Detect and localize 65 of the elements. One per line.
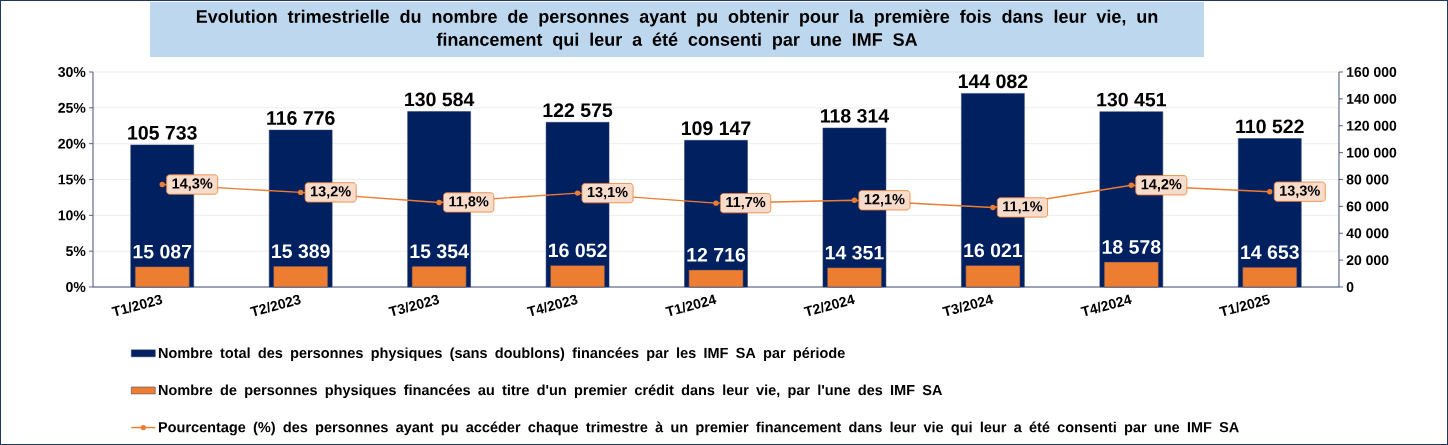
data-label: 12,1% — [864, 194, 905, 207]
data-label: 18 578 — [1102, 240, 1161, 254]
data-label: 13,2% — [310, 186, 351, 199]
y2-tick-label: 120 000 — [1347, 120, 1397, 131]
legend-label: Nombre de personnes physiques financées au titre d'un premier crédit dans leur vie, par l'une des IMF SA — [158, 384, 943, 399]
point — [1128, 182, 1135, 188]
data-label: 15 389 — [272, 244, 330, 259]
y2-tick-label: 60 000 — [1346, 201, 1389, 212]
y-tick-label: 30% — [58, 67, 86, 77]
data-label: 12 716 — [687, 247, 746, 262]
x-tick-label: T1/2023 — [111, 294, 163, 316]
point — [713, 200, 719, 206]
data-label: 13,3% — [1280, 185, 1320, 198]
data-label: 14,3% — [172, 178, 213, 191]
data-label: 130 451 — [1097, 92, 1167, 107]
x-tick-label: T3/2024 — [942, 294, 994, 316]
y2-tick-label: 80 000 — [1346, 174, 1389, 185]
data-label: 14 351 — [825, 245, 884, 260]
data-label: 15 354 — [410, 244, 469, 259]
y2-tick-label: 40 000 — [1346, 228, 1389, 239]
x-tick-label: T3/2023 — [388, 294, 440, 316]
data-label: 116 776 — [267, 111, 335, 125]
point — [574, 190, 581, 196]
chart-title: Evolution trimestrielle du nombre de personnes ayant pu obtenir pour la première fois dans leur vie, un financement qui leur a été consenti par une IMF SA — [196, 9, 1158, 50]
y-tick-label: 5% — [65, 246, 86, 257]
y2-tick-label: 160 000 — [1347, 67, 1397, 77]
legend-label: Nombre total des personnes physiques (sans doublons) financées par les IMF SA par période — [158, 347, 845, 361]
y2-tick-label: 20 000 — [1346, 255, 1389, 266]
x-tick-label: T1/2024 — [665, 294, 717, 316]
data-label: 110 522 — [1236, 119, 1304, 134]
y2-tick-label: 140 000 — [1347, 93, 1397, 104]
data-label: 118 314 — [820, 108, 890, 123]
data-label: 16 052 — [548, 243, 607, 258]
data-label: 14,2% — [1141, 179, 1182, 192]
data-label: 11,7% — [726, 196, 766, 210]
y-tick-label: 20% — [58, 138, 86, 149]
data-label: 130 584 — [405, 92, 475, 107]
point — [159, 181, 165, 188]
y-tick-label: 10% — [58, 210, 86, 221]
data-label: 11,8% — [449, 196, 489, 209]
point — [297, 189, 304, 196]
point — [990, 204, 996, 211]
data-label: 122 575 — [543, 103, 613, 118]
data-label: 15 087 — [133, 244, 192, 259]
x-tick-label: T4/2023 — [526, 294, 578, 316]
legend-label: Pourcentage (%) des personnes ayant pu accéder chaque trimestre à un premier financement dans leur vie qui leur a été consenti par une IMF SA — [158, 421, 1239, 436]
point — [1267, 188, 1273, 195]
data-label: 16 021 — [964, 243, 1023, 258]
y2-tick-label: 0 — [1346, 282, 1354, 292]
data-label: 105 733 — [128, 125, 197, 140]
data-label: 144 082 — [958, 74, 1028, 89]
point — [851, 197, 858, 203]
x-tick-label: T4/2024 — [1080, 294, 1132, 316]
x-tick-label: T1/2025 — [1218, 294, 1270, 316]
data-label: 109 147 — [681, 121, 751, 136]
data-label: 14 653 — [1241, 245, 1299, 260]
x-tick-label: T2/2023 — [249, 294, 301, 316]
data-label: 13,1% — [587, 186, 628, 200]
y-tick-label: 15% — [58, 174, 86, 185]
point — [436, 199, 442, 206]
y-tick-label: 0% — [66, 282, 86, 292]
y2-tick-label: 100 000 — [1347, 147, 1397, 158]
y-tick-label: 25% — [58, 102, 86, 113]
x-tick-label: T2/2024 — [803, 294, 855, 316]
data-label: 11,1% — [1003, 201, 1043, 214]
